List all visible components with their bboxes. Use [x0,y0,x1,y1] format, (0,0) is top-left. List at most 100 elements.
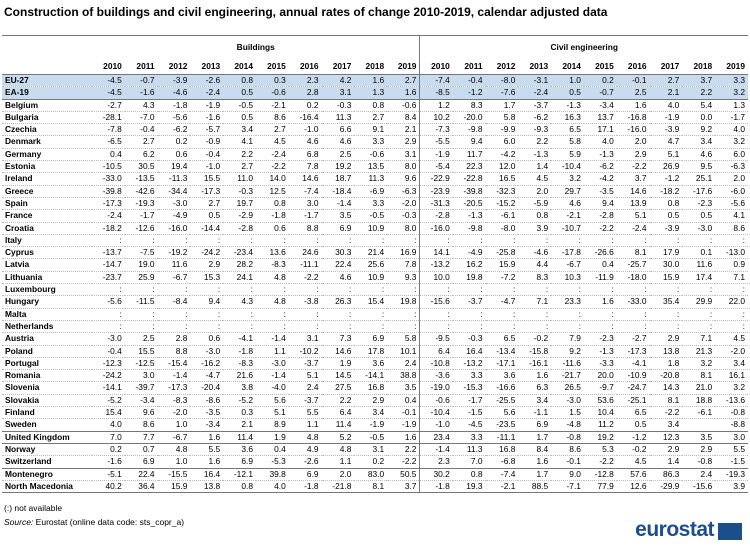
value-cell: -0.1 [616,74,650,88]
value-cell: : [124,320,158,334]
value-cell: : [124,283,158,297]
value-cell: 9.6 [387,172,420,186]
value-cell: -34.4 [157,185,191,198]
value-cell: 4.0 [92,418,125,432]
value-cell: 8.8 [157,345,191,358]
value-cell: 4.8 [288,430,322,444]
value-cell: -1.8 [288,480,322,494]
value-cell: 17.9 [649,246,683,260]
value-cell: -16.0 [419,222,453,235]
value-cell: -4.0 [255,381,289,395]
value-cell: -6.8 [485,455,519,469]
value-cell: 9.2 [682,123,716,137]
value-cell: : [616,234,650,248]
country-cell: Slovenia [2,381,92,395]
value-cell: -0.5 [223,98,256,112]
value-cell: -20.0 [452,111,486,125]
value-cell: -1.8 [419,480,453,494]
value-cell: -3.9 [649,222,683,235]
value-cell: 30.3 [321,246,355,260]
value-cell: -10.4 [551,160,584,174]
country-cell: Norway [2,442,92,457]
value-cell: -1.3 [551,98,584,112]
year-header: 2019 [387,57,420,75]
value-cell: -11.3 [157,172,191,186]
value-cell: 6.9 [321,222,355,235]
value-cell: -2.8 [419,209,453,223]
value-cell: -6.1 [682,406,716,420]
value-cell: 1.9 [255,430,289,444]
value-cell: -2.9 [223,209,256,223]
table-row: Germany 0.4 6.2 0.6 -0.4 2.2 -2.4 6.8 2.5 -0.6 3.1… [2,148,748,162]
value-cell: 11.4 [223,430,256,444]
value-cell: 5.1 [255,406,289,420]
value-cell: -6.7 [157,271,191,285]
value-cell: -2.3 [682,197,716,211]
value-cell: : [157,320,191,334]
country-cell: Finland [2,406,92,420]
year-header: 2012 [485,57,519,75]
value-cell: 8.1 [354,480,388,494]
value-cell: 21.0 [682,381,716,395]
value-cell: 2.7 [190,197,224,211]
value-cell: -15.5 [157,467,191,481]
value-cell: 13.9 [616,197,650,211]
value-cell: -9.7 [583,381,617,395]
value-cell: 3.2 [715,381,748,395]
value-cell: : [715,234,748,248]
country-cell: Belgium [2,98,92,112]
value-cell: 8.8 [288,222,322,235]
value-cell: 16.1 [715,369,748,383]
value-cell: -3.9 [157,74,191,88]
value-cell: -1.3 [452,209,486,223]
value-cell: 77.9 [583,480,617,494]
value-cell: : [419,234,453,248]
value-cell: -7.1 [551,480,584,494]
value-cell: 0.2 [157,135,191,149]
value-cell: 16.4 [190,467,224,481]
value-cell: 19.8 [452,271,486,285]
value-cell: 24.1 [223,271,256,285]
value-cell: 2.5 [321,148,355,162]
value-cell: 1.0 [157,418,191,432]
value-cell: -7.2 [485,271,519,285]
value-cell: -3.4 [583,98,617,112]
value-cell: -16.0 [616,123,650,137]
value-cell: : [715,320,748,334]
value-cell: 18.7 [321,172,355,186]
value-cell: -28.1 [92,111,125,125]
value-cell: 2.9 [354,394,388,408]
value-cell: 14.1 [419,246,453,260]
value-cell: 22.0 [715,295,748,309]
eu-flag [718,523,742,540]
value-cell: 7.1 [518,295,552,309]
value-cell: 7.0 [452,455,486,469]
value-cell: 35.4 [649,295,683,309]
value-cell: -7.0 [124,111,158,125]
table-row: Lithuania -23.7 25.9 -6.7 15.3 24.1 4.8 -2.2 4.6… [2,271,748,285]
value-cell: -1.4 [255,369,289,383]
value-cell: 2.4 [288,381,322,395]
value-cell: 16.8 [354,381,388,395]
country-cell: Estonia [2,160,92,174]
value-cell: -21.7 [551,369,584,383]
value-cell: 30.0 [649,258,683,272]
value-cell: -4.7 [190,369,224,383]
value-cell: -0.4 [124,123,158,137]
value-cell: : [288,234,322,248]
source: Source: Eurostat (online data code: sts_… [4,517,184,527]
value-cell: 5.6 [485,406,519,420]
value-cell: 11.3 [354,172,388,186]
value-cell: 9.5 [682,160,716,174]
value-cell: -7.4 [419,74,453,88]
value-cell: -24.2 [190,246,224,260]
value-cell: 23.4 [419,430,453,444]
value-cell: 3.1 [321,86,355,100]
value-cell: 11.0 [223,172,256,186]
table-row: EU-27 -4.5 -0.7 -3.9 -2.6 0.8 0.3 2.3 4.2 1.6 2.7-… [2,74,748,88]
country-cell: Croatia [2,222,92,235]
value-cell: 2.2 [223,148,256,162]
value-cell: -8.6 [190,394,224,408]
value-cell: -14.1 [354,369,388,383]
value-cell: 1.3 [354,86,388,100]
